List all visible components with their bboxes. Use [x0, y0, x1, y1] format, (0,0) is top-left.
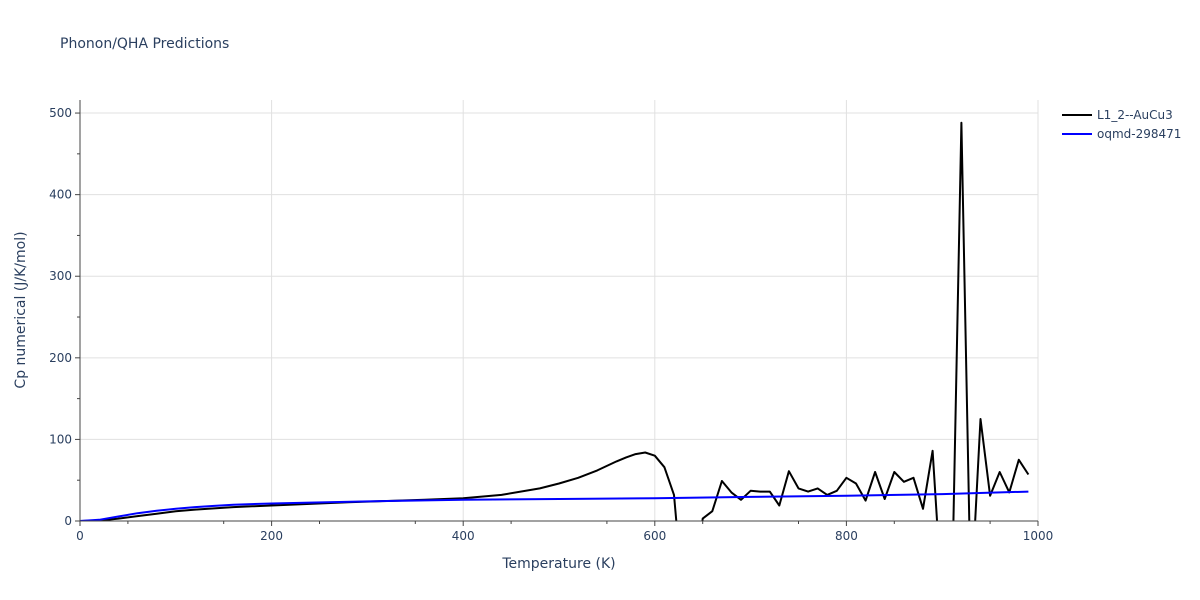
grid-layer — [80, 100, 1039, 521]
y-tick-label: 0 — [64, 514, 72, 528]
x-tick-label: 1000 — [1023, 529, 1054, 543]
y-tick-label: 500 — [49, 106, 72, 120]
legend-label: oqmd-298471 — [1097, 127, 1181, 141]
axes-layer — [75, 100, 1039, 526]
x-axis-title: Temperature (K) — [501, 556, 615, 572]
y-tick-label: 400 — [49, 188, 72, 202]
labels-layer: 0 200 400 600 800 1000 0 100 200 300 400 500 — [49, 106, 1053, 543]
series-layer — [80, 121, 1030, 521]
x-tick-label: 400 — [452, 529, 475, 543]
x-tick-label: 0 — [76, 529, 84, 543]
y-tick-label: 300 — [49, 269, 72, 283]
series-line-1 — [80, 490, 1029, 521]
x-tick-label: 800 — [835, 529, 858, 543]
x-tick-label: 200 — [260, 529, 283, 543]
series-line-0 — [80, 121, 1030, 521]
legend-item[interactable]: oqmd-298471 — [1062, 127, 1181, 141]
x-tick-label: 600 — [643, 529, 666, 543]
legend-item[interactable]: L1_2--AuCu3 — [1062, 108, 1173, 122]
legend[interactable]: L1_2--AuCu3 oqmd-298471 — [1062, 108, 1181, 141]
y-tick-label: 100 — [49, 432, 72, 446]
chart-title: Phonon/QHA Predictions — [60, 36, 230, 52]
y-axis-title: Cp numerical (J/K/mol) — [13, 231, 29, 388]
legend-label: L1_2--AuCu3 — [1097, 108, 1173, 122]
y-tick-label: 200 — [49, 351, 72, 365]
